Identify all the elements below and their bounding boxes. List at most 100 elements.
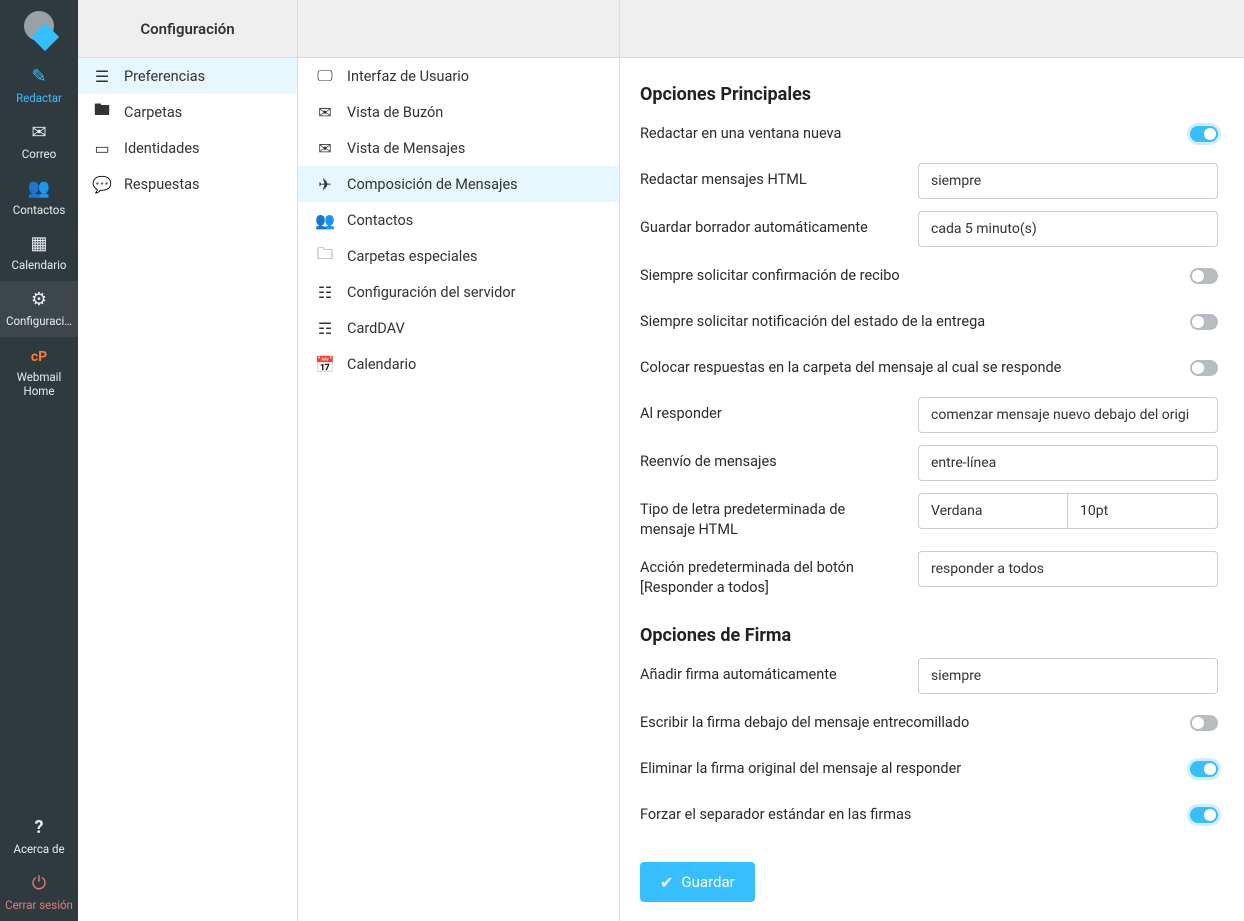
row-label: Redactar en una ventana nueva [640, 124, 1188, 144]
nav-label: Redactar [12, 92, 66, 106]
main-header-bar [620, 0, 1244, 58]
signature-options-rows: Añadir firma automáticamentesiempreEscri… [640, 658, 1218, 832]
pref-item-label: Vista de Mensajes [347, 140, 465, 157]
settings-section-label: Preferencias [124, 68, 205, 85]
mail-icon [31, 124, 46, 142]
pref-item-mailbox[interactable]: Vista de Buzón [298, 94, 619, 130]
nav-about[interactable]: Acerca de [0, 809, 78, 865]
card-icon [315, 319, 335, 338]
pref-item-label: Configuración del servidor [347, 284, 516, 301]
row-control [1188, 761, 1218, 777]
nav-compose[interactable]: Redactar [0, 58, 78, 114]
nav-settings[interactable]: Configuraci… [0, 281, 78, 337]
row-reply-folder: Colocar respuestas en la carpeta del men… [640, 351, 1218, 385]
row-sig-sep: Forzar el separador estándar en las firm… [640, 798, 1218, 832]
nav-footer: Acerca de Cerrar sesión [0, 809, 78, 921]
row-autosave: Guardar borrador automáticamentecada 5 m… [640, 211, 1218, 247]
cal-icon [30, 235, 47, 253]
row-label: Al responder [640, 397, 918, 424]
pref-item-server[interactable]: Configuración del servidor [298, 274, 619, 310]
pref-item-label: CardDAV [347, 320, 405, 337]
toggle-knob [1192, 717, 1204, 729]
nav-calendar[interactable]: Calendario [0, 225, 78, 281]
toggle-sig-below[interactable] [1190, 715, 1218, 731]
save-button-label: Guardar [681, 873, 734, 891]
row-control: comenzar mensaje nuevo debajo del origi [918, 397, 1218, 433]
row-control [1188, 807, 1218, 823]
preferences-list-panel: Interfaz de Usuario Vista de Buzón Vista d… [298, 0, 620, 921]
pref-item-label: Contactos [347, 212, 413, 229]
send-icon [315, 175, 335, 194]
nav-label: Acerca de [9, 843, 68, 857]
row-control: Verdana10pt [918, 493, 1218, 529]
pref-item-contacts[interactable]: Contactos [298, 202, 619, 238]
check-icon: ✔ [660, 873, 673, 892]
row-font: Tipo de letra predeterminada de mensaje … [640, 493, 1218, 539]
nav-label: Configuraci… [2, 315, 76, 329]
toggle-knob [1204, 128, 1216, 140]
preferences-panel-header [298, 0, 619, 58]
nav-logout[interactable]: Cerrar sesión [0, 865, 78, 921]
row-label: Añadir firma automáticamente [640, 658, 918, 685]
row-label: Eliminar la firma original del mensaje a… [640, 759, 1188, 779]
id-icon [92, 139, 112, 158]
toggle-new-window[interactable] [1190, 126, 1218, 142]
main-content: Opciones Principales Redactar en una ven… [620, 0, 1244, 921]
pref-item-caldav[interactable]: Calendario [298, 346, 619, 382]
select-forward-mode[interactable]: entre-línea [918, 445, 1218, 481]
toggle-dsn[interactable] [1190, 314, 1218, 330]
select-font-size[interactable]: 10pt [1068, 493, 1218, 529]
pref-item-carddav[interactable]: CardDAV [298, 310, 619, 346]
select-autosave[interactable]: cada 5 minuto(s) [918, 211, 1218, 247]
row-control: entre-línea [918, 445, 1218, 481]
pref-item-label: Interfaz de Usuario [347, 68, 469, 85]
nav-contacts[interactable]: Contactos [0, 170, 78, 226]
row-control [1188, 715, 1218, 731]
row-reply-mode: Al respondercomenzar mensaje nuevo debaj… [640, 397, 1218, 433]
folder-icon [92, 99, 112, 126]
pref-item-compose[interactable]: Composición de Mensajes [298, 166, 619, 202]
select-html-compose[interactable]: siempre [918, 163, 1218, 199]
left-nav: Redactar Correo Contactos Calendario Configu… [0, 0, 78, 921]
settings-section-identities[interactable]: Identidades [78, 130, 297, 166]
pref-item-label: Carpetas especiales [347, 248, 478, 265]
pref-item-special[interactable]: Carpetas especiales [298, 238, 619, 274]
toggle-sig-strip[interactable] [1190, 761, 1218, 777]
nav-label: Calendario [8, 259, 71, 273]
settings-section-label: Identidades [124, 140, 200, 157]
select-reply-mode[interactable]: comenzar mensaje nuevo debajo del origi [918, 397, 1218, 433]
select-sig-auto[interactable]: siempre [918, 658, 1218, 694]
nav-label: Correo [18, 148, 60, 162]
settings-section-label: Respuestas [124, 176, 200, 193]
gear-icon [31, 291, 47, 309]
sliders-icon [92, 67, 112, 86]
save-button[interactable]: ✔ Guardar [640, 862, 755, 902]
nav-mail[interactable]: Correo [0, 114, 78, 170]
row-label: Reenvío de mensajes [640, 445, 918, 472]
row-receipt: Siempre solicitar confirmación de recibo [640, 259, 1218, 293]
row-control: siempre [918, 163, 1218, 199]
select-replyall[interactable]: responder a todos [918, 551, 1218, 587]
row-label: Acción predeterminada del botón [Respond… [640, 551, 918, 597]
pref-item-label: Vista de Buzón [347, 104, 443, 121]
preferences-list: Interfaz de Usuario Vista de Buzón Vista d… [298, 58, 619, 382]
toggle-reply-folder[interactable] [1190, 360, 1218, 376]
toggle-sig-sep[interactable] [1190, 807, 1218, 823]
settings-section-label: Carpetas [124, 104, 182, 121]
row-control: responder a todos [918, 551, 1218, 587]
pref-item-ui[interactable]: Interfaz de Usuario [298, 58, 619, 94]
form-body: Opciones Principales Redactar en una ven… [620, 58, 1230, 921]
nav-cpanel[interactable]: Webmail Home [0, 337, 78, 407]
toggle-receipt[interactable] [1190, 268, 1218, 284]
settings-section-responses[interactable]: Respuestas [78, 166, 297, 202]
settings-section-prefs[interactable]: Preferencias [78, 58, 297, 94]
pref-item-msgview[interactable]: Vista de Mensajes [298, 130, 619, 166]
row-sig-auto: Añadir firma automáticamentesiempre [640, 658, 1218, 694]
settings-section-folders[interactable]: Carpetas [78, 94, 297, 130]
row-replyall: Acción predeterminada del botón [Respond… [640, 551, 1218, 597]
select-font-family[interactable]: Verdana [918, 493, 1068, 529]
section-title-main: Opciones Principales [640, 84, 1218, 105]
row-control [1188, 126, 1218, 142]
power-icon [32, 875, 46, 893]
monitor-icon [315, 66, 335, 86]
